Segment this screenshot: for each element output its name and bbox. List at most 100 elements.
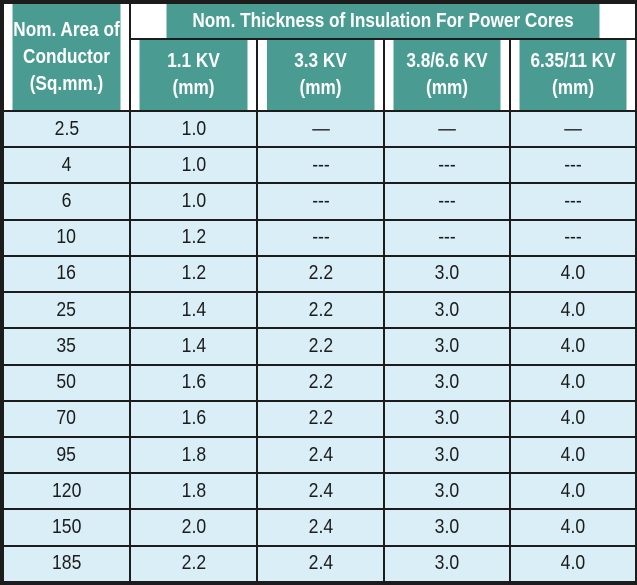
thickness-3-8-6-6kv-cell: --- [383, 218, 511, 257]
cell-value: --- [311, 153, 330, 176]
cell-value: --- [564, 190, 582, 213]
group-header-row: Nom. Area of Conductor (Sq.mm.) Nom. Thi… [3, 2, 636, 112]
column-label: 3.8/6.6 KV [406, 50, 488, 72]
cell-value: 4.0 [560, 371, 586, 394]
thickness-3-3kv-cell: 2.2 [256, 399, 385, 438]
cell-value: 4.0 [560, 516, 586, 539]
cell-value: 1.4 [181, 334, 206, 357]
cell-value: --- [438, 190, 456, 213]
cell-value: 4 [61, 153, 72, 176]
corner-line-3: (Sq.mm.) [29, 72, 104, 95]
cell-value: 3.0 [434, 443, 460, 466]
cell-value: 3.0 [434, 371, 460, 394]
table-row: 2.5 1.0 — — — [2, 109, 637, 149]
thickness-3-3kv-cell: 2.4 [256, 508, 385, 547]
cell-value: 3.0 [434, 516, 460, 539]
thickness-6-35-11kv-cell: --- [508, 182, 637, 221]
cell-value: 2.2 [308, 334, 333, 357]
cell-value: 25 [56, 298, 77, 321]
thickness-3-3kv-cell: 2.4 [256, 472, 385, 511]
table-row: 70 1.6 2.2 3.0 4.0 [2, 399, 637, 438]
column-label: 3.3 KV [294, 50, 347, 72]
cell-value: 4.0 [560, 407, 586, 430]
thickness-6-35-11kv-cell: --- [508, 146, 637, 185]
table-row: 10 1.2 --- --- --- [2, 218, 637, 257]
thickness-3-3kv-cell: 2.2 [256, 254, 385, 294]
cell-value: 185 [51, 552, 82, 575]
cell-value: 4.0 [560, 479, 586, 502]
thickness-1-1kv-cell: 1.0 [129, 109, 258, 149]
thickness-1-1kv-cell: 1.6 [129, 399, 258, 438]
cell-value: --- [438, 226, 456, 249]
thickness-6-35-11kv-cell: 4.0 [508, 508, 637, 547]
cell-value: 2.2 [181, 552, 206, 575]
thickness-3-3kv-cell: 2.2 [256, 327, 385, 366]
cell-value: 4.0 [560, 334, 586, 357]
cell-value: 2.4 [308, 552, 333, 575]
table-row: 95 1.8 2.4 3.0 4.0 [2, 435, 637, 475]
table-row: 150 2.0 2.4 3.0 4.0 [2, 508, 637, 547]
cell-value: 10 [56, 226, 77, 249]
thickness-3-8-6-6kv-cell: 3.0 [383, 472, 511, 511]
cell-value: --- [564, 153, 582, 176]
cell-value: 1.2 [181, 262, 206, 285]
cell-value: 1.6 [181, 371, 206, 394]
conductor-area-cell: 150 [2, 508, 131, 547]
thickness-3-3kv-cell: --- [256, 146, 385, 185]
thickness-1-1kv-cell: 1.0 [129, 146, 258, 185]
cell-value: 16 [56, 262, 77, 285]
thickness-3-8-6-6kv-cell: 3.0 [383, 363, 511, 402]
cell-value: --- [438, 153, 456, 176]
cell-value: 70 [56, 407, 77, 430]
thickness-1-1kv-cell: 1.2 [129, 218, 258, 257]
column-unit: (mm) [299, 77, 342, 99]
column-header-row: 1.1 KV (mm) 3.3 KV (mm) 3.8/6.6 KV (mm) … [3, 38, 636, 112]
thickness-3-8-6-6kv-cell: 3.0 [383, 435, 511, 475]
cell-value: 150 [51, 516, 82, 539]
cell-value: 1.0 [181, 190, 206, 213]
thickness-3-8-6-6kv-cell: 3.0 [383, 508, 511, 547]
cell-value: 3.0 [434, 407, 460, 430]
thickness-1-1kv-cell: 2.0 [129, 508, 258, 547]
cell-value: 4.0 [560, 298, 586, 321]
conductor-area-cell: 120 [2, 472, 131, 511]
thickness-3-8-6-6kv-cell: 3.0 [383, 327, 511, 366]
thickness-6-35-11kv-cell: 4.0 [508, 363, 637, 402]
cell-value: — [438, 117, 456, 140]
thickness-3-3kv-cell: 2.2 [256, 291, 385, 330]
cell-value: 3.0 [434, 334, 460, 357]
thickness-3-8-6-6kv-cell: — [383, 109, 511, 149]
cell-value: 3.0 [434, 298, 460, 321]
thickness-1-1kv-cell: 1.4 [129, 291, 258, 330]
cell-value: 2.2 [308, 407, 333, 430]
table-row: 4 1.0 --- --- --- [2, 146, 637, 185]
cell-value: 1.0 [181, 153, 206, 176]
conductor-area-cell: 16 [2, 254, 131, 294]
cell-value: 2.5 [54, 117, 79, 140]
cell-value: 4.0 [560, 262, 586, 285]
thickness-3-3kv-cell: 2.2 [256, 363, 385, 402]
thickness-1-1kv-cell: 1.4 [129, 327, 258, 366]
conductor-area-cell: 35 [2, 327, 131, 366]
thickness-3-8-6-6kv-cell: --- [383, 146, 511, 185]
thickness-3-8-6-6kv-cell: --- [383, 182, 511, 221]
column-unit: (mm) [425, 77, 469, 99]
cell-value: 95 [56, 443, 77, 466]
cell-value: --- [311, 226, 330, 249]
cell-value: 120 [51, 479, 82, 502]
cell-value: 3.0 [434, 479, 460, 502]
thickness-3-8-6-6kv-cell: 3.0 [383, 254, 511, 294]
thickness-6-35-11kv-cell: 4.0 [508, 399, 637, 438]
thickness-1-1kv-cell: 1.0 [129, 182, 258, 221]
thickness-6-35-11kv-cell: 4.0 [508, 254, 637, 294]
column-label: 6.35/11 KV [530, 50, 616, 72]
conductor-area-cell: 4 [2, 146, 131, 185]
thickness-3-8-6-6kv-cell: 3.0 [383, 399, 511, 438]
cell-value: 50 [56, 371, 77, 394]
conductor-area-cell: 185 [2, 544, 131, 584]
conductor-area-cell: 10 [2, 218, 131, 257]
cell-value: 4.0 [560, 443, 586, 466]
cell-value: 2.2 [308, 371, 333, 394]
